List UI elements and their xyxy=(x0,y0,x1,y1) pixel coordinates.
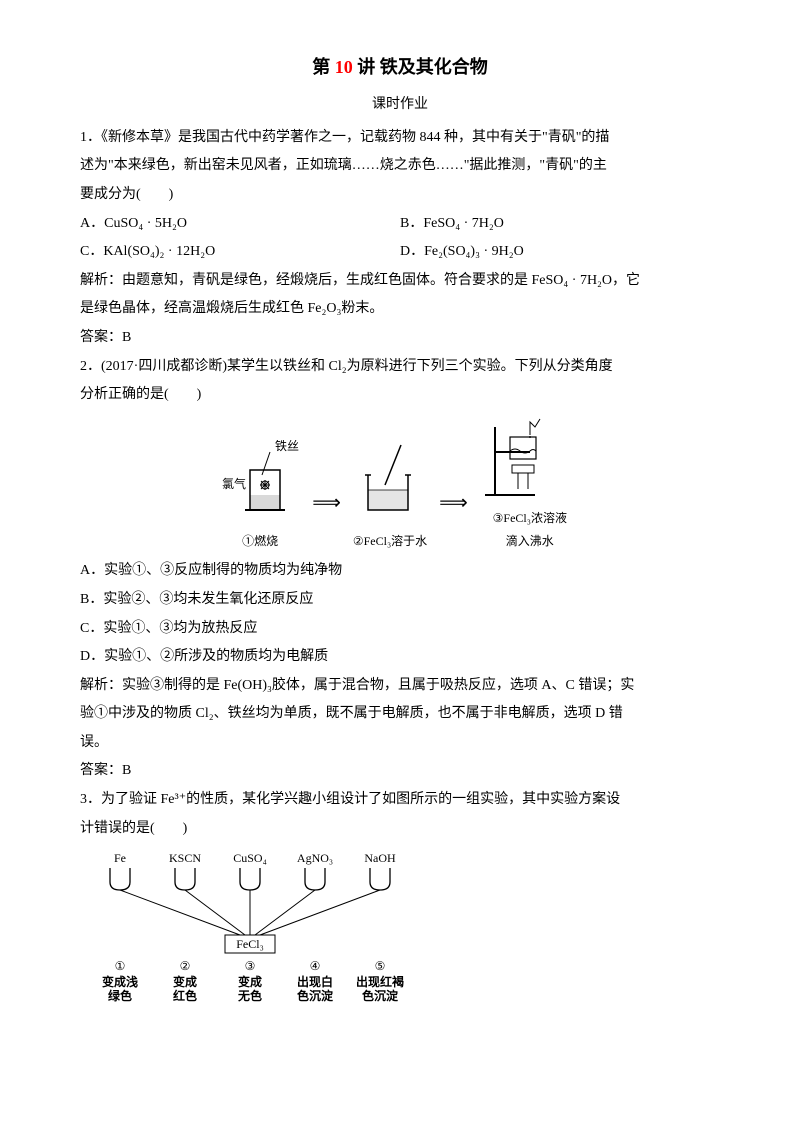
res2-l1: 变成 xyxy=(238,974,262,989)
q2-diagram-item3: ③FeCl₃浓溶液 滴入沸水 xyxy=(480,417,580,553)
cl2-label: 氯气 xyxy=(222,476,246,491)
q2-diagram-item1: 铁丝 氯气 ①燃烧 xyxy=(220,440,300,553)
q2-answer: 答案：B xyxy=(80,758,720,785)
q3-diagram: Fe KSCN CuSO₄ AgNO₃ NaOH FeCl₃ ① ② xyxy=(80,850,720,1010)
res2-l2: 无色 xyxy=(237,988,262,1003)
q1-explain-line1: 解析：由题意知，青矾是绿色，经煅烧后，生成红色固体。符合要求的是 FeSO₄ ·… xyxy=(80,268,720,295)
q1-stem-line2: 述为"本来绿色，新出窑未见风者，正如琉璃……烧之赤色……"据此推测，"青矾"的主 xyxy=(80,153,720,180)
q2-explain-line1: 解析：实验③制得的是 Fe(OH)₃胶体，属于混合物，且属于吸热反应，选项 A、… xyxy=(80,673,720,700)
num-3: ④ xyxy=(310,959,321,973)
title-number: 10 xyxy=(335,57,353,77)
res3-l2: 色沉淀 xyxy=(297,988,334,1003)
center-label: FeCl₃ xyxy=(236,937,264,951)
q2-explain-line3: 误。 xyxy=(80,730,720,757)
q2-diagram: 铁丝 氯气 ①燃烧 ⟹ xyxy=(80,417,720,553)
subtitle: 课时作业 xyxy=(80,92,720,119)
q1-explain-line2: 是绿色晶体，经高温煅烧后生成红色 Fe₂O₃粉末。 xyxy=(80,296,720,323)
q2-stem-line2: 分析正确的是( ) xyxy=(80,382,720,409)
num-0: ① xyxy=(115,959,126,973)
combustion-apparatus-icon: 铁丝 氯气 xyxy=(220,440,300,530)
q2-diag-label3-l1: ③FeCl₃浓溶液 xyxy=(480,507,580,530)
q2-diag-label2: ②FeCl₃溶于水 xyxy=(353,530,427,553)
title-suffix: 讲 铁及其化合物 xyxy=(353,57,488,77)
beaker-icon xyxy=(353,440,423,530)
q1-answer: 答案：B xyxy=(80,325,720,352)
title-prefix: 第 xyxy=(312,57,335,77)
num-2: ③ xyxy=(245,959,256,973)
stand-heating-icon xyxy=(480,417,580,507)
reagent-1: KSCN xyxy=(169,851,201,865)
res4-l1: 出现红褐 xyxy=(356,974,404,989)
q1-option-a: A．CuSO₄ · 5H₂O xyxy=(80,211,400,238)
res3-l1: 出现白 xyxy=(297,974,333,989)
page-title: 第 10 讲 铁及其化合物 xyxy=(80,50,720,84)
q2-explain-line2: 验①中涉及的物质 Cl₂、铁丝均为单质，既不属于电解质，也不属于非电解质，选项 … xyxy=(80,701,720,728)
iron-wire-label: 铁丝 xyxy=(275,440,299,453)
q2-diagram-item2: ②FeCl₃溶于水 xyxy=(353,440,427,553)
reagent-0: Fe xyxy=(114,851,126,865)
q2-diag-label3-l2: 滴入沸水 xyxy=(480,530,580,553)
res0-l2: 绿色 xyxy=(108,988,132,1003)
q2-diag-label1: ①燃烧 xyxy=(220,530,300,553)
num-1: ② xyxy=(180,959,191,973)
q1-option-d: D．Fe₂(SO₄)₃ · 9H₂O xyxy=(400,239,720,266)
q3-diagram-svg: Fe KSCN CuSO₄ AgNO₃ NaOH FeCl₃ ① ② xyxy=(80,850,420,1010)
q1-stem-line1: 1．《新修本草》是我国古代中药学著作之一，记载药物 844 种，其中有关于"青矾… xyxy=(80,125,720,152)
q2-stem-line1: 2．(2017·四川成都诊断)某学生以铁丝和 Cl₂为原料进行下列三个实验。下列… xyxy=(80,354,720,381)
reagent-2: CuSO₄ xyxy=(233,851,267,865)
res1-l1: 变成 xyxy=(173,974,197,989)
q3-stem-line1: 3．为了验证 Fe³⁺的性质，某化学兴趣小组设计了如图所示的一组实验，其中实验方… xyxy=(80,787,720,814)
q2-option-b: B．实验②、③均未发生氧化还原反应 xyxy=(80,587,720,614)
res0-l1: 变成浅 xyxy=(102,974,138,989)
q2-option-d: D．实验①、②所涉及的物质均为电解质 xyxy=(80,644,720,671)
q2-option-a: A．实验①、③反应制得的物质均为纯净物 xyxy=(80,558,720,585)
q1-option-b: B．FeSO₄ · 7H₂O xyxy=(400,211,720,238)
reagent-3: AgNO₃ xyxy=(297,851,333,865)
q2-option-c: C．实验①、③均为放热反应 xyxy=(80,616,720,643)
q1-option-c: C．KAl(SO₄)₂ · 12H₂O xyxy=(80,239,400,266)
q1-stem-line3: 要成分为( ) xyxy=(80,182,720,209)
arrow-icon: ⟹ xyxy=(312,484,341,552)
arrow-icon: ⟹ xyxy=(439,484,468,552)
num-4: ⑤ xyxy=(375,959,386,973)
res1-l2: 红色 xyxy=(173,988,197,1003)
res4-l2: 色沉淀 xyxy=(362,988,399,1003)
reagent-4: NaOH xyxy=(364,851,396,865)
q3-stem-line2: 计错误的是( ) xyxy=(80,816,720,843)
